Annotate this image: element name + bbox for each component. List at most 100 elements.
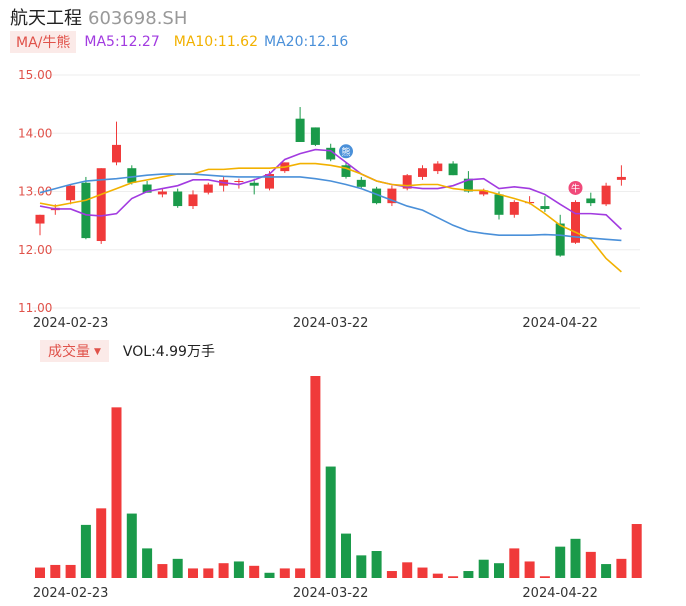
signal-badge (568, 180, 583, 195)
candle-body (66, 185, 76, 201)
volume-bar (494, 563, 504, 578)
ma5-line (39, 148, 622, 230)
volume-bar (570, 538, 581, 578)
volume-bar (555, 546, 566, 578)
candle-body (494, 194, 504, 215)
candle-body (387, 188, 397, 204)
volume-bar (386, 571, 397, 578)
ma10-label: MA10:11.62 (173, 34, 259, 50)
volume-bar (478, 559, 489, 578)
volume-bar (448, 576, 459, 578)
volume-bar (264, 572, 275, 578)
candle-body (341, 165, 351, 177)
candle-body (356, 179, 366, 187)
volume-bar (172, 558, 183, 578)
volume-bar (310, 376, 321, 578)
candle-body (203, 184, 213, 193)
candle-body (509, 201, 519, 215)
x-tick-label: 2024-02-23 (33, 316, 109, 331)
candle-body (234, 181, 244, 183)
volume-bar (35, 567, 45, 578)
stock-title: 航天工程 603698.SH (10, 4, 187, 30)
caret-down-icon: ▼ (94, 347, 101, 357)
candle-body (448, 163, 458, 176)
candlesticks (35, 107, 626, 257)
volume-bar (50, 564, 61, 578)
volume-bar (539, 576, 550, 578)
y-tick-label: 11.00 (18, 301, 52, 315)
volume-bar (188, 568, 198, 578)
stock-name: 航天工程 (10, 8, 82, 29)
candle-body (433, 163, 443, 172)
candle-body (372, 188, 382, 204)
candle-body (295, 118, 305, 142)
y-tick-label: 13.00 (18, 185, 52, 199)
x-tick-label: 2024-04-22 (522, 586, 598, 601)
candle-body (310, 127, 320, 145)
ma5-label: MA5:12.27 (84, 34, 160, 50)
volume-legend: 成交量 ▼ VOL:4.99万手 (40, 340, 215, 362)
volume-bar (279, 568, 290, 578)
candle-body (265, 174, 274, 189)
candle-body (586, 198, 596, 204)
candle-body (540, 206, 550, 209)
candle-body (112, 144, 121, 163)
volume-bar (126, 513, 137, 578)
volume-bar (295, 568, 306, 578)
volume-bar (233, 561, 244, 578)
candle-body (571, 201, 580, 243)
candle-body (601, 185, 611, 205)
price-x-axis: 2024-02-23 2024-03-22 2024-04-22 (33, 316, 598, 331)
candle-body (616, 176, 626, 180)
volume-bar (203, 568, 214, 578)
volume-bar (616, 558, 627, 578)
volume-x-axis: 2024-02-23 2024-03-22 2024-04-22 (33, 586, 598, 601)
volume-toggle-button[interactable]: 成交量 ▼ (40, 340, 109, 362)
volume-bar (371, 551, 382, 578)
candle-body (142, 184, 152, 193)
y-tick-label: 12.00 (18, 243, 52, 257)
volume-bar (249, 565, 260, 578)
volume-bars (35, 376, 642, 578)
candle-body (326, 147, 336, 160)
signal-badge (339, 144, 353, 159)
candle-body (249, 182, 259, 186)
volume-bar (417, 567, 428, 578)
volume-bar (631, 524, 642, 578)
price-grid (32, 74, 640, 309)
signal-label: 牛 (571, 182, 580, 194)
volume-bar (356, 555, 367, 578)
x-tick-label: 2024-03-22 (293, 316, 369, 331)
volume-bar (111, 407, 122, 578)
volume-value: VOL:4.99万手 (122, 344, 215, 360)
signal-markers: 熊牛 (339, 144, 583, 195)
ma-legend: MA/牛熊 MA5:12.27 MA10:11.62 MA20:12.16 (10, 31, 348, 53)
volume-bar (402, 562, 413, 578)
candle-body (96, 168, 106, 242)
volume-bar (325, 466, 336, 578)
volume-bar (142, 548, 153, 578)
volume-bar (80, 524, 91, 578)
candle-body (463, 178, 473, 192)
candle-body (402, 175, 412, 189)
candle-body (127, 168, 137, 183)
volume-bar (96, 508, 107, 578)
volume-bar (432, 573, 443, 578)
volume-bar (509, 548, 520, 578)
candle-body (81, 182, 91, 239)
candle-body (173, 191, 183, 207)
ma10-line (39, 162, 622, 273)
stock-code: 603698.SH (88, 8, 188, 29)
volume-bar (341, 533, 351, 578)
candle-body (188, 194, 198, 207)
price-y-axis: 15.00 14.00 13.00 12.00 11.00 (18, 68, 52, 315)
candle-body (555, 223, 565, 256)
ma-toggle-button[interactable]: MA/牛熊 (10, 31, 77, 53)
ma20-line (39, 173, 622, 242)
y-tick-label: 15.00 (18, 68, 52, 82)
candle-body (35, 214, 45, 224)
candle-body (418, 168, 427, 177)
volume-bar (218, 563, 229, 578)
ma-lines (39, 148, 622, 273)
